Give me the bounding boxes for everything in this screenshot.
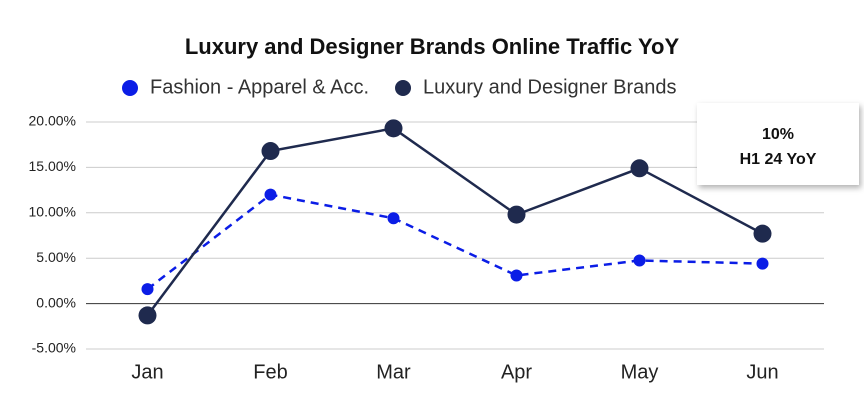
data-point [756, 257, 769, 270]
data-point [507, 205, 526, 224]
y-tick-label: 15.00% [29, 158, 76, 174]
data-point [141, 283, 154, 296]
data-point [630, 159, 649, 178]
legend-marker [395, 80, 412, 96]
data-point [633, 254, 646, 267]
annotation: H1 24 YoY [740, 151, 817, 168]
data-point [138, 306, 157, 325]
x-tick-label: Mar [376, 361, 411, 383]
x-tick-label: Feb [253, 361, 287, 383]
data-point [384, 119, 403, 138]
series-line [146, 127, 764, 317]
legend-label: Luxury and Designer Brands [423, 76, 676, 98]
y-tick-label: 0.00% [36, 294, 76, 310]
x-tick-label: May [621, 361, 659, 383]
x-tick-label: Apr [501, 361, 532, 383]
legend-label: Fashion - Apparel & Acc. [150, 76, 369, 98]
series-line [146, 193, 763, 291]
x-tick-label: Jun [746, 361, 778, 383]
data-point [264, 188, 277, 201]
y-tick-label: 5.00% [36, 249, 76, 265]
annotation-box [697, 103, 859, 185]
data-point [387, 212, 400, 225]
y-tick-label: -5.00% [32, 340, 76, 356]
data-point [261, 142, 280, 161]
data-point [753, 224, 772, 243]
x-tick-label: Jan [131, 361, 163, 383]
data-point [510, 269, 523, 282]
chart-title: Luxury and Designer Brands Online Traffi… [185, 34, 680, 59]
y-tick-label: 20.00% [29, 113, 76, 129]
legend-marker [122, 80, 138, 96]
annotation: 10% [762, 126, 794, 143]
y-tick-label: 10.00% [29, 204, 76, 220]
